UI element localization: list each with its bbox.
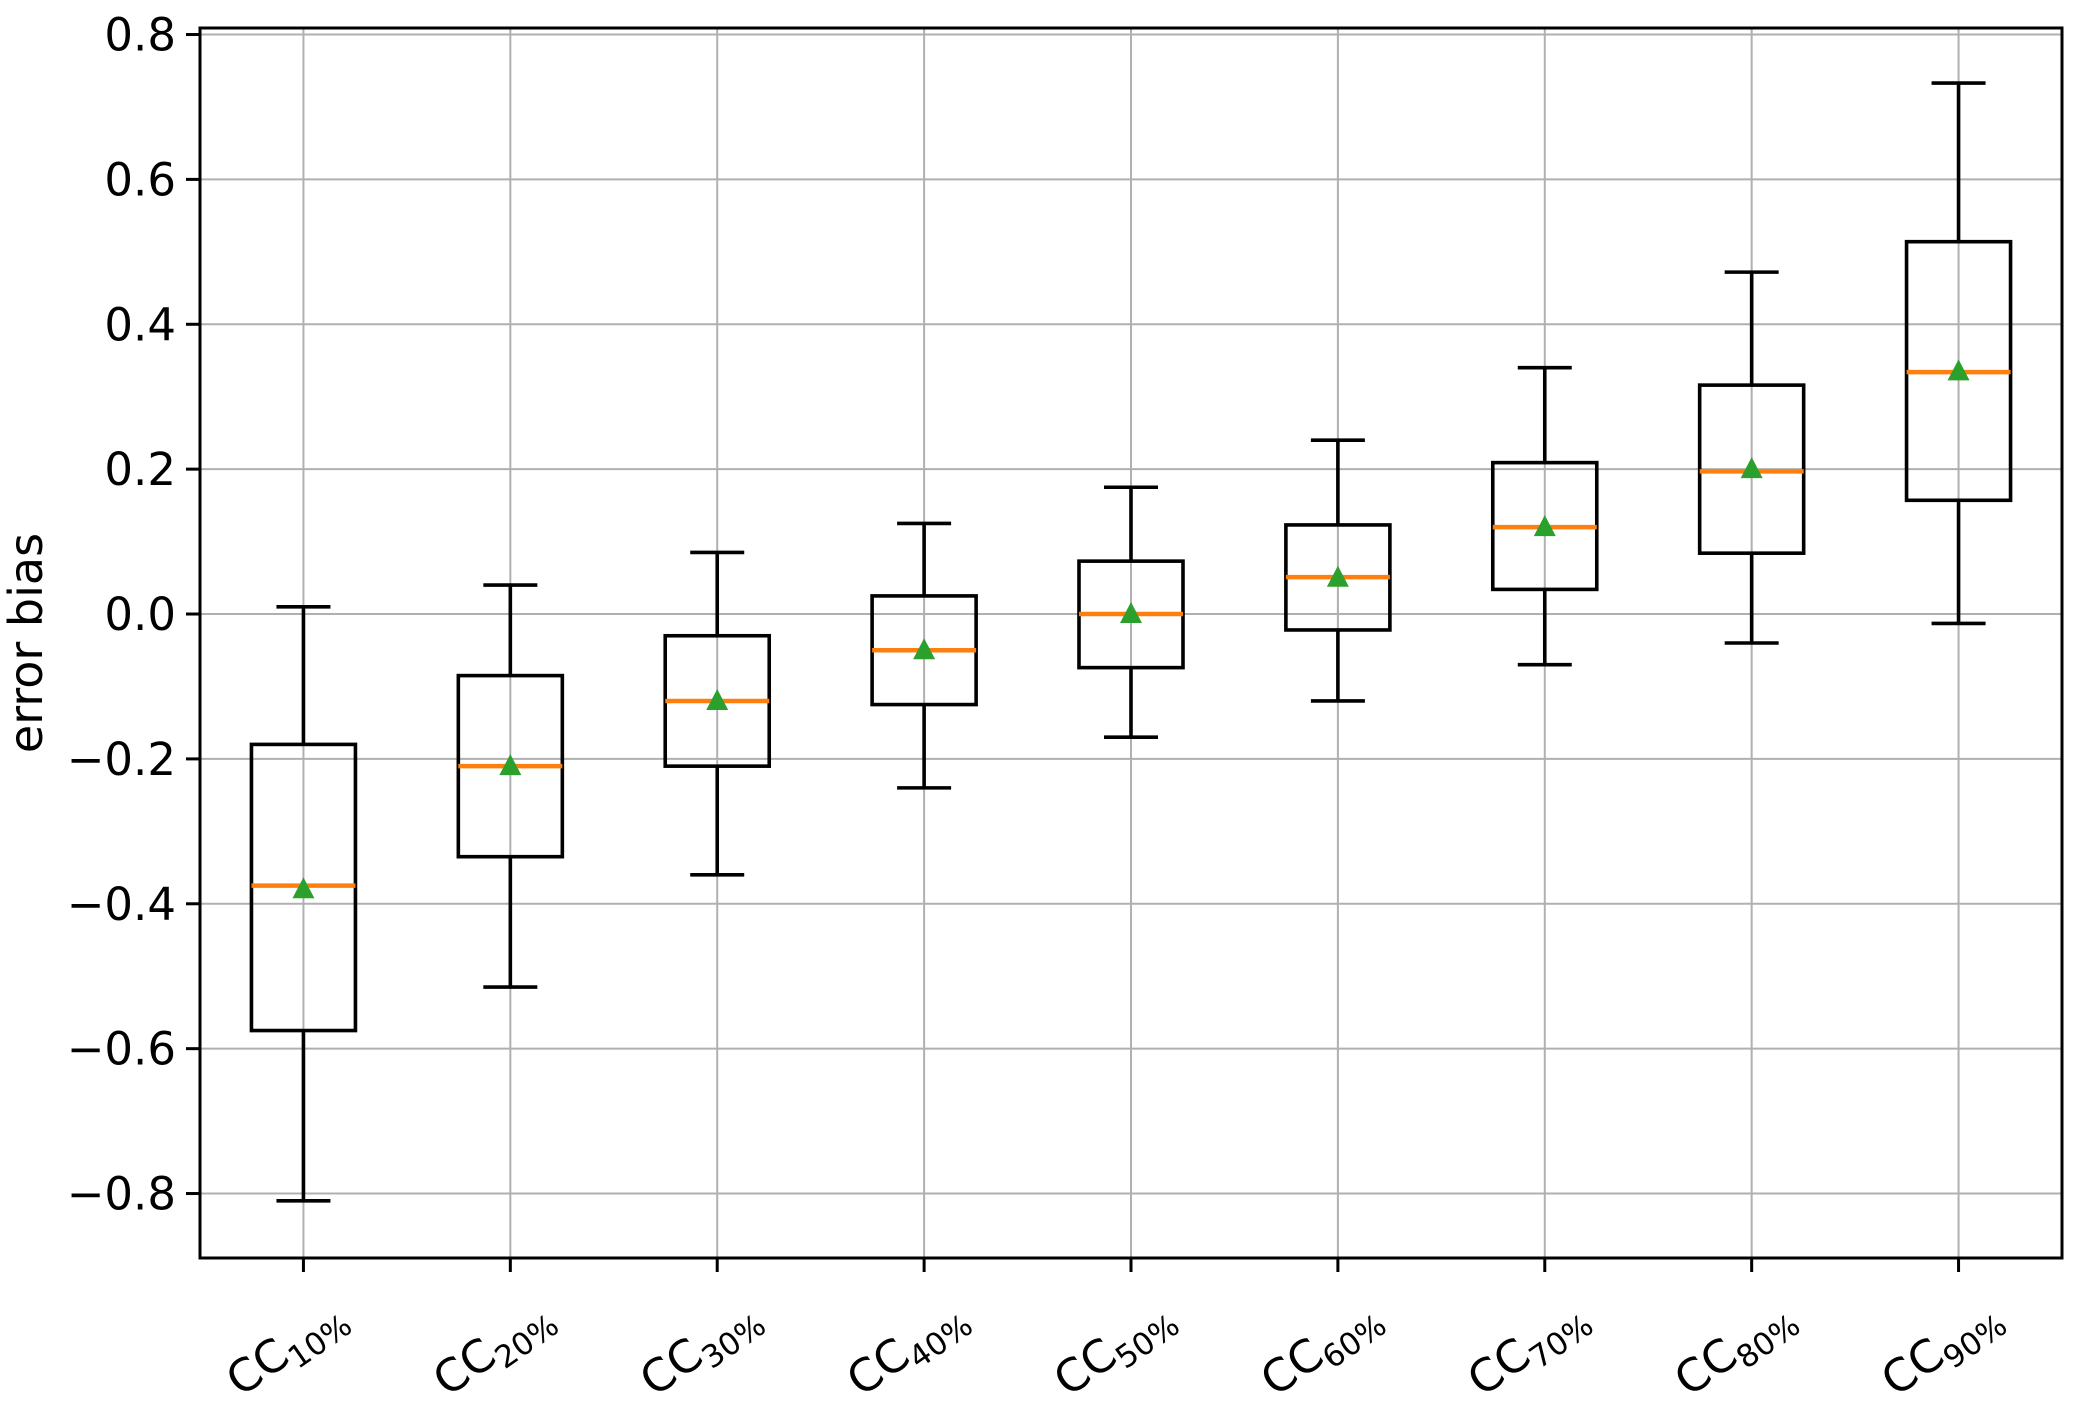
y-tick-label: 0.2 (104, 443, 176, 496)
x-tick-label: CC20% (423, 1288, 565, 1413)
mean-marker (499, 754, 522, 776)
y-tick-label: −0.8 (67, 1168, 176, 1221)
mean-marker (706, 688, 729, 710)
y-tick-label: −0.6 (67, 1023, 176, 1076)
x-tick-label: CC10% (216, 1288, 358, 1413)
y-tick-label: 0.6 (104, 153, 176, 206)
y-tick-label: 0.8 (104, 9, 176, 62)
mean-marker (1740, 457, 1763, 479)
x-tick-label: CC60% (1251, 1288, 1393, 1413)
x-tick-label: CC30% (630, 1288, 772, 1413)
y-tick-label: −0.2 (67, 733, 176, 786)
x-tick-label: CC90% (1872, 1288, 2014, 1413)
x-tick-label: CC50% (1044, 1288, 1186, 1413)
x-tick-label: CC70% (1458, 1288, 1600, 1413)
mean-marker (292, 877, 315, 899)
x-tick-label: CC80% (1665, 1288, 1807, 1413)
mean-marker (1120, 602, 1142, 624)
x-tick-label: CC40% (837, 1288, 979, 1413)
mean-marker (913, 638, 936, 660)
plot-area: 0.8 0.6 0.4 0.2 0.0 −0.2 −0.4 −0.6 −0.8 CC10% CC20… (67, 9, 2064, 1413)
mean-marker (1947, 359, 1970, 381)
mean-marker (1533, 515, 1556, 537)
mean-marker (1326, 565, 1349, 587)
y-tick-label: 0.4 (104, 298, 176, 351)
y-axis-label: error bias (0, 533, 53, 753)
y-tick-label: −0.4 (67, 878, 176, 931)
y-tick-label: 0.0 (104, 588, 176, 641)
